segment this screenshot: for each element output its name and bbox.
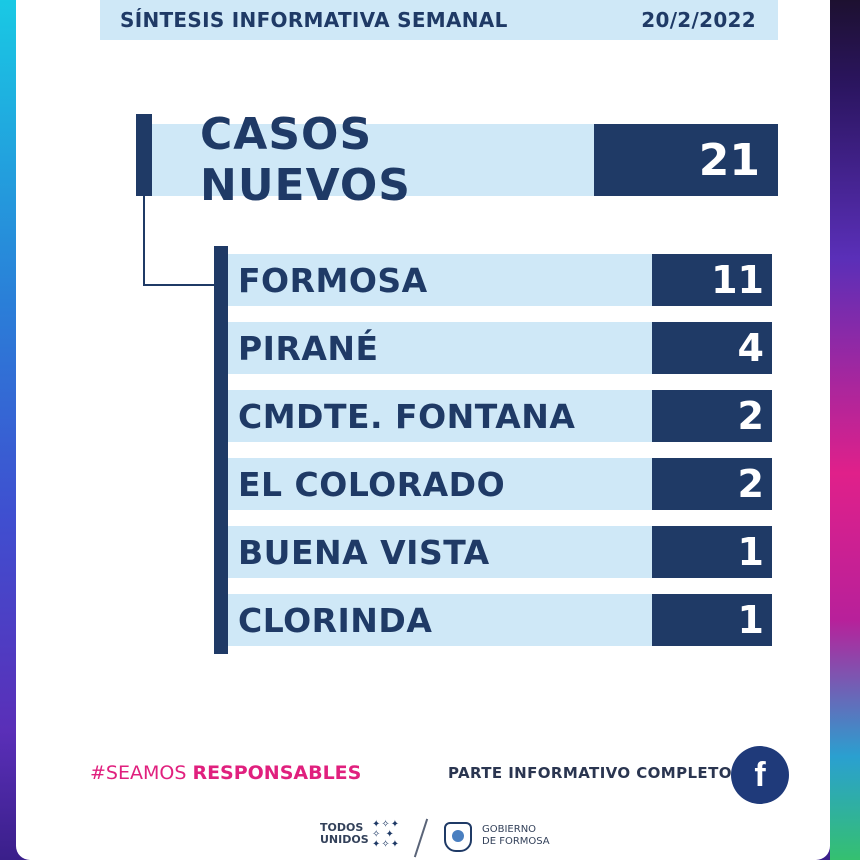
facebook-icon[interactable]: f <box>731 746 789 804</box>
locality-value: 2 <box>652 390 772 442</box>
locality-list: FORMOSA 11 PIRANÉ 4 CMDTE. FONTANA 2 EL … <box>214 246 776 654</box>
gobierno-logo: GOBIERNO DE FORMOSA <box>482 824 550 848</box>
locality-name: FORMOSA <box>228 254 652 306</box>
locality-name: PIRANÉ <box>228 322 652 374</box>
logo-text: UNIDOS <box>320 833 369 846</box>
locality-row: CMDTE. FONTANA 2 <box>214 382 776 450</box>
todos-unidos-logo: TODOS UNIDOS <box>320 822 369 846</box>
row-accent-bar <box>214 314 228 382</box>
locality-name: EL COLORADO <box>228 458 652 510</box>
header-title: SÍNTESIS INFORMATIVA SEMANAL <box>120 8 508 32</box>
stars-icon: ✦✧✦ ✧ ✦ ✦✧✦ <box>372 819 401 850</box>
gradient-edge <box>830 0 860 860</box>
parte-informativo-label: PARTE INFORMATIVO COMPLETO <box>448 764 732 782</box>
hashtag-text: #SEAMOS RESPONSABLES <box>90 762 361 784</box>
locality-value: 4 <box>652 322 772 374</box>
locality-row: EL COLORADO 2 <box>214 450 776 518</box>
locality-row: CLORINDA 1 <box>214 586 776 654</box>
row-accent-bar <box>214 518 228 586</box>
logo-text: TODOS <box>320 821 364 834</box>
connector-line <box>143 196 145 286</box>
hashtag-prefix: #SEAMOS <box>90 762 193 784</box>
row-accent-bar <box>214 382 228 450</box>
header-bar: SÍNTESIS INFORMATIVA SEMANAL 20/2/2022 <box>100 0 778 40</box>
summary-value: 21 <box>594 124 778 196</box>
locality-value: 1 <box>652 526 772 578</box>
logo-text: DE FORMOSA <box>482 836 550 847</box>
divider <box>413 818 429 858</box>
locality-row: FORMOSA 11 <box>214 246 776 314</box>
info-card: SÍNTESIS INFORMATIVA SEMANAL 20/2/2022 C… <box>16 0 830 860</box>
locality-value: 1 <box>652 594 772 646</box>
row-accent-bar <box>214 246 228 314</box>
locality-value: 2 <box>652 458 772 510</box>
row-accent-bar <box>214 586 228 654</box>
locality-name: CLORINDA <box>228 594 652 646</box>
hashtag-bold: RESPONSABLES <box>192 762 362 784</box>
summary-label: CASOS NUEVOS <box>152 109 594 211</box>
footer-logos: TODOS UNIDOS ✦✧✦ ✧ ✦ ✦✧✦ GOBIERNO DE FORMO… <box>316 818 576 860</box>
seal-icon <box>444 822 472 852</box>
locality-name: CMDTE. FONTANA <box>228 390 652 442</box>
connector-line <box>143 284 219 286</box>
locality-name: BUENA VISTA <box>228 526 652 578</box>
logo-text: GOBIERNO <box>482 824 537 835</box>
locality-value: 11 <box>652 254 772 306</box>
locality-row: BUENA VISTA 1 <box>214 518 776 586</box>
summary-accent-bar <box>136 114 152 196</box>
summary-row: CASOS NUEVOS 21 <box>136 109 778 211</box>
locality-row: PIRANÉ 4 <box>214 314 776 382</box>
row-accent-bar <box>214 450 228 518</box>
header-date: 20/2/2022 <box>641 8 756 32</box>
